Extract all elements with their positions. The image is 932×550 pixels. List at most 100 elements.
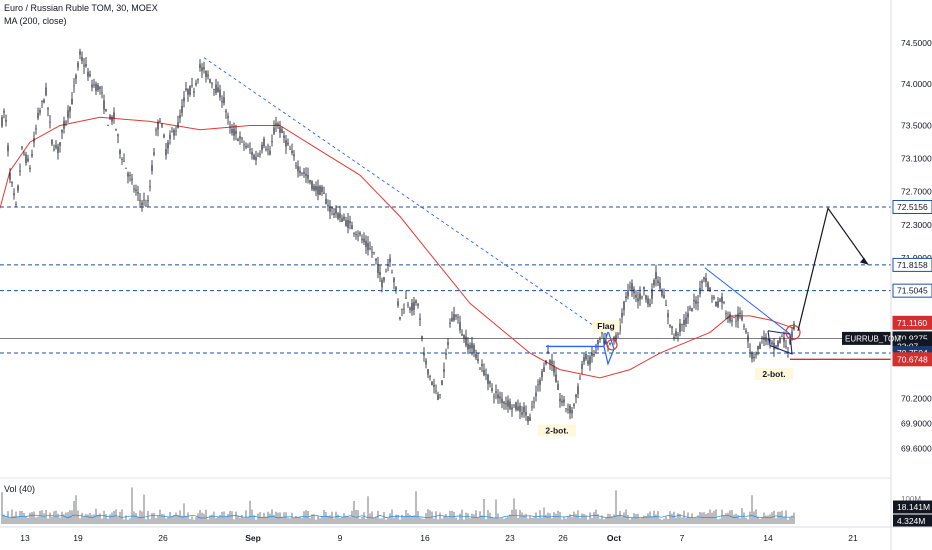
price-candle-body (461, 333, 463, 336)
price-candle-body (781, 336, 783, 338)
price-candle-body (343, 216, 345, 220)
price-candle-body (347, 219, 349, 228)
price-candle-body (537, 384, 539, 386)
price-candle-body (119, 150, 121, 155)
price-candle-body (679, 323, 681, 333)
price-candle-body (185, 88, 187, 91)
price-candle-body (367, 243, 369, 251)
time-tick-label: 7 (680, 533, 685, 543)
price-candle-body (267, 149, 269, 151)
price-candle-body (339, 213, 341, 219)
price-badge-label: 70.9275 (897, 333, 928, 343)
price-badge-label: 71.8158 (897, 260, 928, 270)
price-candle-body (525, 412, 527, 416)
price-candle-body (371, 251, 373, 253)
price-candle-body (21, 146, 23, 149)
price-candle-body (25, 154, 27, 164)
price-candle-body (387, 264, 389, 266)
price-candle-body (501, 398, 503, 403)
time-tick-label: 23 (505, 533, 515, 543)
price-candle-body (327, 205, 329, 207)
price-candle-body (53, 149, 55, 150)
price-candle-body (273, 127, 275, 135)
volume-badge-label: 18.141M (897, 502, 930, 512)
price-candle-body (691, 308, 693, 312)
price-candle-body (697, 302, 699, 304)
price-candle-body (699, 287, 701, 295)
price-candle-body (361, 238, 363, 241)
price-candle-body (491, 387, 493, 391)
price-candle-body (117, 134, 119, 137)
price-candle-body (567, 409, 569, 411)
price-candle-body (487, 374, 489, 384)
price-candle-body (779, 338, 781, 344)
price-candle-body (229, 126, 231, 128)
price-candle-body (217, 87, 219, 93)
price-candle-body (381, 280, 383, 288)
price-candle-body (87, 71, 89, 77)
price-candle-body (769, 340, 771, 342)
price-candle-body (283, 135, 285, 138)
price-candle-body (439, 394, 441, 396)
price-candle-body (751, 352, 753, 359)
price-candle-body (33, 138, 35, 143)
price-candle-body (765, 337, 767, 342)
price-candle-body (455, 314, 457, 317)
price-candle-body (689, 307, 691, 309)
price-candle-body (103, 100, 105, 110)
annotation-box (592, 320, 620, 333)
price-candle-body (143, 199, 145, 201)
price-candle-body (193, 91, 195, 93)
price-candle-body (269, 150, 271, 155)
forecast-path (797, 206, 869, 331)
price-candle-body (5, 119, 7, 122)
price-candle-body (359, 232, 361, 235)
wedge-pattern (767, 330, 793, 355)
price-candle-body (129, 175, 131, 176)
price-candle-body (709, 287, 711, 292)
price-candle-body (475, 354, 477, 359)
price-candle-body (605, 340, 607, 343)
price-badge (892, 257, 932, 272)
annotation-label: 2-bot. (762, 369, 785, 379)
price-candle-body (209, 79, 211, 83)
price-candle-body (675, 330, 677, 336)
price-candle-body (701, 281, 703, 283)
price-candle-body (743, 326, 745, 327)
price-candle-body (585, 353, 587, 360)
price-candle-body (43, 99, 45, 103)
price-candle-body (659, 282, 661, 289)
price-candle-body (771, 342, 773, 345)
price-candle-body (75, 75, 77, 79)
price-candle-body (63, 120, 65, 129)
price-candle-body (717, 301, 719, 307)
price-candle-body (221, 100, 223, 103)
price-candle-body (9, 173, 11, 180)
price-candle-body (351, 225, 353, 230)
price-candle-body (85, 63, 87, 67)
time-tick-label: 9 (338, 533, 343, 543)
price-candle-body (335, 208, 337, 214)
time-tick-label: Oct (607, 533, 621, 543)
price-candle-body (649, 303, 651, 306)
price-candle-body (31, 154, 33, 157)
price-candle-body (177, 122, 179, 129)
price-candle-body (289, 149, 291, 150)
symbol-tag-label: EURRUB_TOM (845, 334, 901, 343)
price-candle-body (247, 145, 249, 147)
price-candle-body (223, 97, 225, 104)
price-candle-body (303, 171, 305, 174)
price-candle-body (397, 301, 399, 306)
price-candle-body (601, 331, 603, 334)
price-candle-body (433, 384, 435, 387)
price-candle-body (1, 117, 3, 127)
price-candle-body (17, 185, 19, 191)
price-candle-body (219, 89, 221, 98)
price-candle-body (127, 173, 129, 177)
price-candle-body (571, 410, 573, 414)
price-candle-body (299, 170, 301, 174)
price-candle-body (443, 369, 445, 372)
volume-ma-line (1, 514, 795, 519)
volume-badge (893, 514, 932, 528)
